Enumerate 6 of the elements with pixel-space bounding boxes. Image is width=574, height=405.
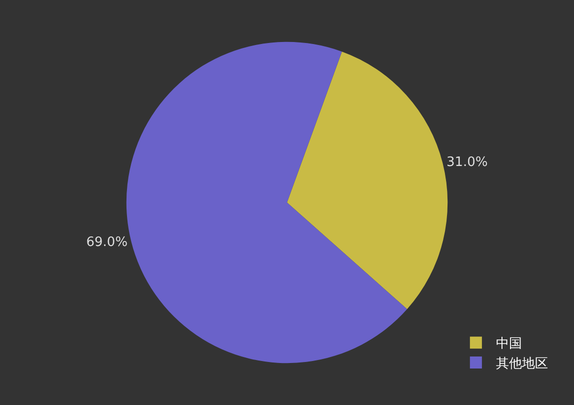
pie-slice: [126, 42, 408, 363]
data-label: 31.0%: [446, 155, 488, 170]
data-label: 69.0%: [86, 234, 128, 250]
legend-label: 其他地区: [496, 356, 548, 372]
legend-label: 中国: [496, 336, 522, 352]
pie-slice: [287, 52, 448, 310]
